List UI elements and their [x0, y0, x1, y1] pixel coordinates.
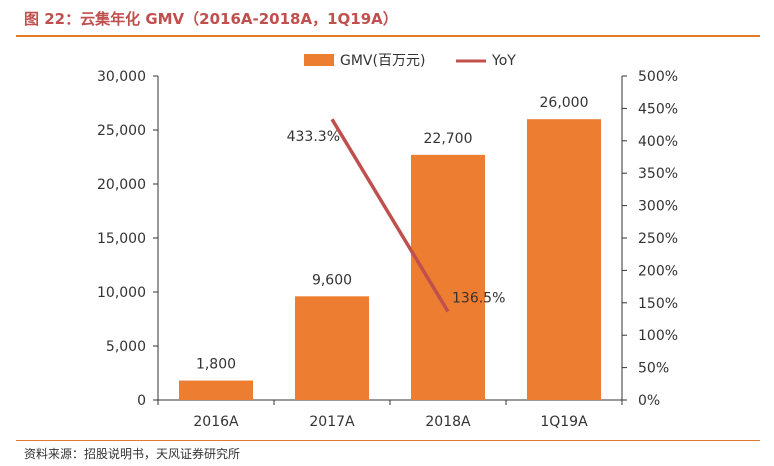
right-tick-label: 150% — [638, 296, 678, 312]
right-tick-label: 350% — [638, 166, 678, 182]
left-tick-label: 30,000 — [97, 69, 146, 85]
x-axis: 2016A 2017A 2018A 1Q19A — [157, 399, 623, 430]
x-tick-label: 1Q19A — [540, 414, 588, 430]
gmv-bar — [295, 296, 369, 400]
source-note: 资料来源：招股说明书，天风证券研究所 — [24, 447, 241, 461]
legend: GMV(百万元) YoY — [304, 53, 516, 69]
right-tick-label: 300% — [638, 199, 678, 215]
yoy-point-label: 433.3% — [287, 129, 340, 145]
right-tick-label: 250% — [638, 231, 678, 247]
title-divider — [16, 35, 760, 37]
gmv-bars — [179, 119, 601, 400]
figure-title: 图 22：云集年化 GMV（2016A-2018A，1Q19A） — [24, 10, 398, 28]
footer-divider — [16, 440, 760, 441]
gmv-bar-label: 1,800 — [196, 357, 236, 373]
yoy-line — [330, 118, 450, 313]
yoy-line-series — [330, 118, 450, 313]
left-tick-label: 20,000 — [97, 177, 146, 193]
left-tick-label: 5,000 — [106, 339, 146, 355]
right-tick-label: 500% — [638, 69, 678, 85]
left-tick-label: 0 — [137, 393, 146, 409]
gmv-bar-label: 26,000 — [540, 95, 589, 111]
x-tick-label: 2016A — [193, 414, 239, 430]
left-tick-label: 25,000 — [97, 123, 146, 139]
right-tick-label: 400% — [638, 134, 678, 150]
gmv-bar — [179, 380, 253, 400]
left-tick-label: 15,000 — [97, 231, 146, 247]
legend-yoy-label: YoY — [491, 53, 516, 69]
right-y-axis: 0% 50% 100% 150% 200% 250% 300% 350% 400% 450% 500… — [621, 69, 678, 409]
yoy-labels: 433.3% 136.5% — [287, 129, 506, 306]
gmv-bar — [411, 154, 485, 400]
right-tick-label: 50% — [638, 361, 669, 377]
gmv-bar-label: 22,700 — [424, 131, 473, 147]
x-tick-label: 2017A — [309, 414, 355, 430]
left-y-axis: 0 5,000 10,000 15,000 20,000 25,000 30,000 — [97, 69, 159, 409]
right-tick-label: 100% — [638, 328, 678, 344]
legend-gmv-label: GMV(百万元) — [340, 53, 425, 69]
right-tick-label: 0% — [638, 393, 660, 409]
gmv-bar — [527, 119, 601, 400]
right-tick-label: 200% — [638, 263, 678, 279]
left-tick-label: 10,000 — [97, 285, 146, 301]
right-tick-label: 450% — [638, 101, 678, 117]
x-tick-label: 2018A — [425, 414, 471, 430]
gmv-bar-label: 9,600 — [312, 272, 352, 288]
legend-gmv-swatch — [304, 54, 334, 66]
gmv-bar-labels: 1,800 9,600 22,700 26,000 — [196, 95, 589, 372]
yoy-point-label: 136.5% — [452, 291, 505, 307]
